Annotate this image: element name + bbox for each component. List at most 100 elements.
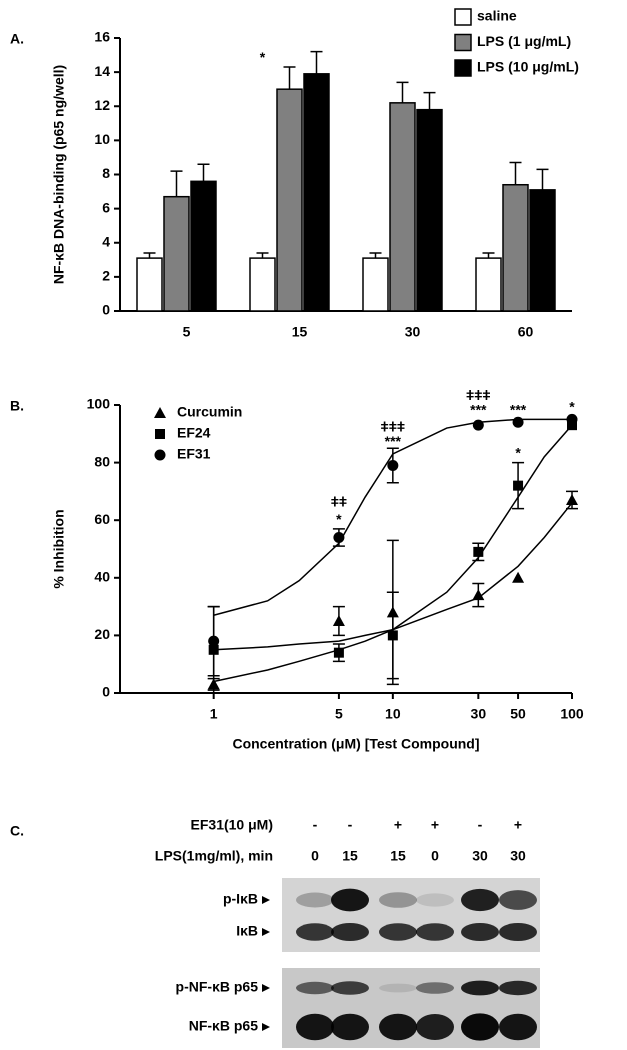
marker (513, 480, 524, 491)
marker (387, 630, 398, 641)
x-tick-label: 100 (560, 706, 584, 722)
condition-label: LPS(1mg/ml), min (155, 848, 273, 864)
y-tick-label: 10 (94, 131, 110, 147)
error-bar (143, 252, 156, 259)
annotation: *** (510, 401, 527, 417)
lane-label: 0 (431, 848, 439, 864)
annotation: * (260, 49, 266, 65)
panel-label: C. (10, 823, 24, 839)
marker (155, 429, 165, 439)
bar (276, 88, 303, 312)
band (416, 893, 454, 907)
y-tick-label: 4 (102, 233, 110, 249)
marker (566, 494, 578, 506)
x-tick-label: 10 (385, 706, 401, 722)
lane-label: 30 (472, 848, 488, 864)
x-tick-label: 5 (335, 706, 343, 722)
legend-swatch (454, 59, 472, 77)
x-tick-label: 1 (210, 706, 218, 722)
band (296, 981, 334, 995)
lane-label: 30 (510, 848, 526, 864)
band (499, 980, 537, 996)
bar (163, 195, 190, 312)
lane-label: + (394, 817, 402, 833)
marker (208, 635, 220, 647)
band-arrow (262, 1023, 270, 1031)
marker (333, 531, 345, 543)
band (379, 983, 417, 993)
band (499, 890, 537, 910)
x-tick-label: 30 (405, 324, 421, 340)
y-tick-label: 0 (102, 302, 110, 318)
lane-label: 15 (342, 848, 358, 864)
band (331, 888, 369, 912)
legend-label: EF24 (177, 425, 211, 441)
y-axis-label: NF-κB DNA-binding (p65 ng/well) (51, 65, 67, 284)
annotation: *** (385, 433, 402, 449)
legend-label: LPS (10 μg/mL) (477, 59, 579, 75)
band (461, 888, 499, 912)
band (499, 1013, 537, 1041)
lane-label: 0 (311, 848, 319, 864)
annotation: *** (470, 401, 487, 417)
y-tick-label: 100 (87, 396, 111, 412)
error-bar (283, 66, 296, 90)
band (331, 981, 369, 995)
y-axis-label: % Inhibition (51, 509, 67, 588)
y-tick-label: 20 (94, 626, 110, 642)
band (296, 923, 334, 941)
panel-label: B. (10, 398, 24, 414)
band (331, 1013, 369, 1041)
legend-label: LPS (1 μg/mL) (477, 33, 571, 49)
marker (387, 459, 399, 471)
marker (332, 615, 345, 626)
annotation: ǂǂǂ (466, 387, 491, 403)
band (379, 892, 417, 908)
error-bar (482, 252, 495, 259)
marker (473, 546, 484, 557)
error-bar (536, 168, 549, 190)
band (331, 923, 369, 941)
error-bar (197, 163, 210, 182)
bar (529, 189, 556, 312)
x-tick-label: 30 (471, 706, 487, 722)
lane-label: - (313, 817, 318, 833)
bar (136, 257, 163, 312)
annotation: * (569, 399, 575, 415)
bar (502, 183, 529, 312)
error-bar (256, 252, 269, 259)
band (296, 1013, 334, 1041)
marker (154, 449, 166, 461)
error-bar (170, 170, 183, 197)
bar (249, 257, 276, 312)
marker (567, 420, 577, 431)
y-tick-label: 40 (94, 569, 110, 585)
band (461, 980, 499, 996)
bar (190, 180, 217, 312)
lane-label: - (478, 817, 483, 833)
marker (154, 407, 166, 418)
marker (512, 571, 525, 583)
blot-membrane (282, 878, 540, 952)
marker (472, 589, 485, 601)
x-tick-label: 5 (183, 324, 191, 340)
marker (566, 413, 578, 425)
bar (475, 257, 502, 312)
band (416, 982, 454, 994)
error-bar (423, 91, 436, 110)
y-tick-label: 2 (102, 268, 110, 284)
band-arrow (262, 928, 270, 936)
error-bar (509, 161, 522, 185)
error-bar (396, 81, 409, 103)
band-label: p-IκB (223, 891, 258, 907)
bar (416, 108, 443, 312)
band-label: IκB (236, 923, 258, 939)
band-label: NF-κB p65 (189, 1018, 258, 1034)
x-axis-label: Concentration (μM) [Test Compound] (232, 736, 479, 752)
legend-label: Curcumin (177, 404, 242, 420)
lane-label: 15 (390, 848, 406, 864)
error-bar (310, 50, 323, 74)
y-tick-label: 80 (94, 453, 110, 469)
band (416, 923, 454, 941)
